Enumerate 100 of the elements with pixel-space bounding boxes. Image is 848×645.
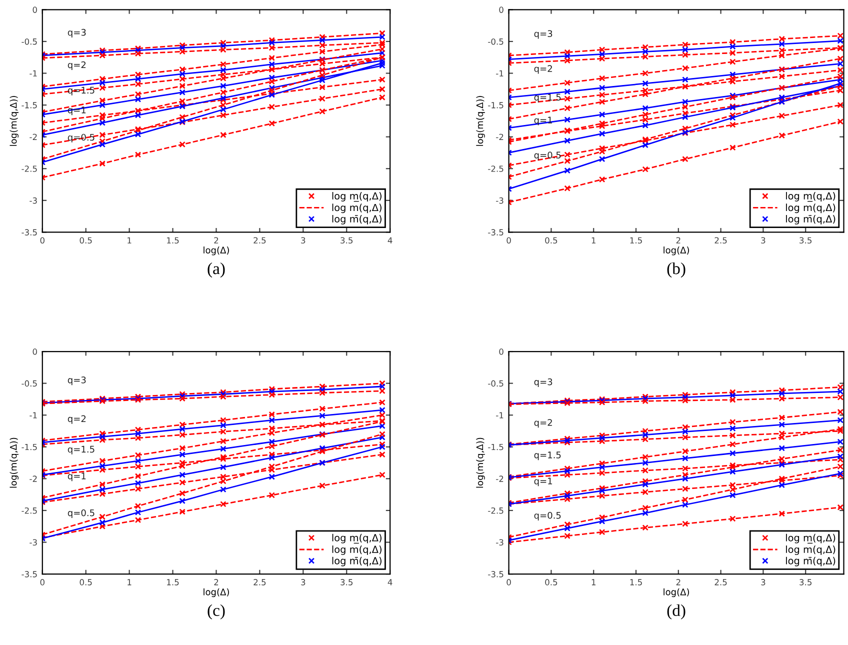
y-tick-label: -3.5: [22, 229, 37, 236]
y-tick-label: -3: [30, 197, 37, 204]
y-tick-label: -3: [30, 539, 37, 546]
annotation: q=1.5: [534, 452, 561, 460]
y-tick-label: 0: [32, 6, 37, 13]
y-axis-title: log(m(q,Δ)): [10, 96, 18, 146]
x-axis-title: log(Δ): [204, 588, 229, 598]
legend-label: log m̲(q,Δ): [786, 192, 836, 202]
y-tick-label: -1: [496, 70, 504, 76]
y-axis-title: log(m(q,Δ)): [476, 96, 485, 146]
y-tick-label: -0.5: [22, 38, 37, 45]
y-tick-label: -1.5: [22, 444, 37, 450]
x-tick-label: 0.5: [545, 237, 558, 244]
annotation: q=3: [534, 378, 552, 387]
x-tick-label: 1: [128, 579, 132, 586]
text: (b): [667, 262, 686, 278]
annotation: q=0.5: [534, 512, 561, 521]
legend-label: log m̄(q,Δ): [332, 215, 382, 224]
x-tick-label: 0.5: [80, 579, 92, 586]
annotation: q=1: [534, 478, 552, 486]
y-tick-label: -3.5: [22, 571, 37, 578]
y-tick-label: -2.5: [22, 507, 37, 514]
x-tick-label: 1.5: [167, 579, 179, 586]
y-tick-label: 0: [499, 6, 504, 13]
y-tick-label: -2.5: [488, 507, 504, 514]
x-axis-title: log(Δ): [204, 246, 229, 256]
annotation: q=1.5: [68, 446, 94, 454]
legend-label: log m̲(q,Δ): [786, 534, 836, 544]
legend-label: log m̲(q,Δ): [332, 534, 382, 544]
legend-label: log m̄(q,Δ): [332, 556, 382, 566]
y-tick-label: -0.5: [488, 380, 504, 387]
x-axis-title: log(Δ): [664, 246, 689, 256]
y-tick-label: -3: [496, 197, 504, 204]
x-tick-label: 1: [592, 237, 596, 244]
annotation: q=2: [68, 415, 86, 424]
x-tick-label: 1.5: [630, 579, 642, 586]
x-tick-label: 2.5: [714, 237, 727, 244]
y-tick-label: -2.5: [488, 166, 504, 172]
x-tick-label: 0: [40, 579, 44, 586]
x-tick-label: 2: [214, 237, 218, 244]
y-axis-title: log(m(q,Δ)): [476, 438, 485, 488]
y-tick-label: -0.5: [22, 380, 37, 387]
x-tick-label: 1: [128, 237, 132, 244]
legend-label: log m̲(q,Δ): [332, 192, 382, 202]
x-tick-label: 0: [506, 237, 511, 244]
text: (c): [208, 604, 225, 620]
y-tick-label: -1: [496, 412, 504, 418]
x-tick-label: 3: [761, 579, 766, 586]
x-tick-label: 4: [388, 579, 392, 586]
y-axis-title: log(m(q,Δ)): [10, 438, 18, 488]
legend-label: log m(q,Δ): [332, 546, 382, 555]
x-tick-label: 1.5: [167, 237, 179, 244]
y-tick-label: -2: [496, 134, 504, 140]
annotation: q=2: [534, 65, 552, 74]
y-tick-label: -3.5: [488, 229, 504, 236]
x-tick-label: 2.5: [714, 579, 727, 586]
legend-label: log m(q,Δ): [786, 204, 836, 214]
legend-label: log m̄(q,Δ): [786, 215, 836, 224]
x-tick-label: 2: [214, 579, 218, 586]
y-tick-label: -3: [496, 539, 504, 546]
annotation: q=0.5: [534, 152, 561, 160]
annotation: q=1.5: [534, 94, 561, 102]
y-tick-label: -3.5: [488, 571, 504, 578]
y-tick-label: -2: [30, 476, 37, 482]
x-tick-label: 2.5: [254, 237, 266, 244]
y-tick-label: -0.5: [488, 38, 504, 45]
y-tick-label: -2.5: [22, 166, 37, 172]
y-tick-label: -1: [30, 70, 37, 76]
y-tick-label: 0: [499, 348, 504, 355]
annotation: q=3: [534, 30, 552, 39]
x-tick-label: 0: [40, 237, 44, 244]
x-tick-label: 3.5: [800, 237, 812, 244]
annotation: q=3: [68, 28, 86, 38]
y-tick-label: 0: [32, 348, 37, 355]
x-tick-label: 3.5: [340, 579, 353, 586]
x-tick-label: 1: [592, 579, 596, 586]
text: (d): [667, 604, 686, 620]
y-tick-label: -1: [30, 412, 37, 418]
annotation: q=2: [534, 419, 552, 428]
x-tick-label: 0: [506, 579, 511, 586]
x-tick-label: 2: [676, 237, 680, 244]
y-tick-label: -1.5: [488, 444, 504, 450]
legend-label: log m̄(q,Δ): [786, 556, 836, 566]
annotation: q=0.5: [68, 509, 94, 518]
x-tick-label: 1.5: [630, 237, 642, 244]
y-tick-label: -2: [30, 134, 37, 140]
text: (a): [208, 262, 225, 278]
y-tick-label: -1.5: [22, 102, 37, 108]
x-tick-label: 4: [388, 237, 392, 244]
x-tick-label: 3.5: [340, 237, 353, 244]
annotation: q=2: [68, 61, 86, 70]
legend-label: log m(q,Δ): [332, 204, 382, 214]
x-tick-label: 0.5: [545, 579, 558, 586]
x-tick-label: 0.5: [80, 237, 92, 244]
x-tick-label: 3: [301, 237, 306, 244]
y-tick-label: -1.5: [488, 102, 504, 108]
y-tick-label: -2: [496, 476, 504, 482]
x-axis-title: log(Δ): [664, 588, 689, 598]
annotation: q=3: [68, 376, 86, 386]
x-tick-label: 3: [761, 237, 766, 244]
